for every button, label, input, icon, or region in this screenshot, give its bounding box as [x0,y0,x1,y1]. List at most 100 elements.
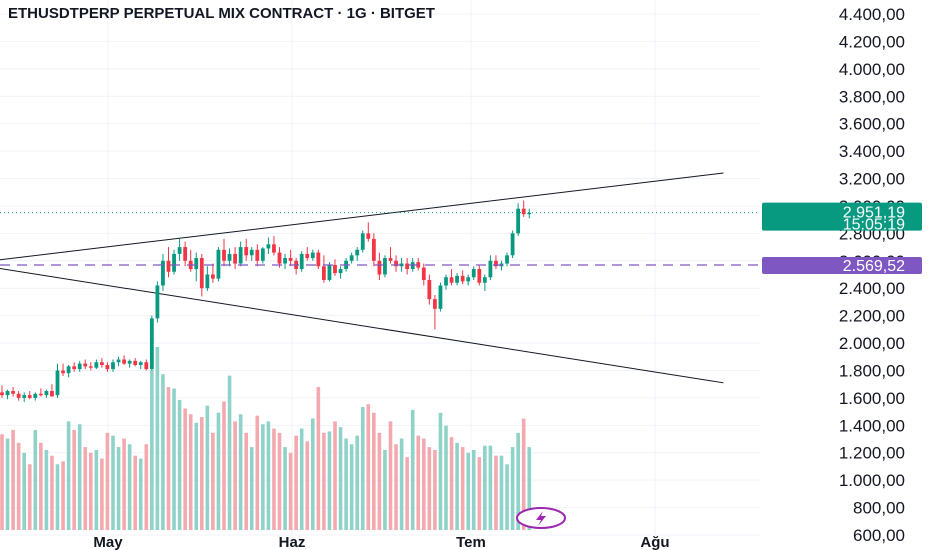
candle[interactable] [399,258,404,272]
candle[interactable] [366,222,371,242]
candle[interactable] [38,388,43,397]
candle[interactable] [66,364,71,378]
candle[interactable] [377,252,382,280]
candles[interactable] [0,200,532,403]
candle[interactable] [116,356,121,367]
candle[interactable] [521,200,526,217]
candle[interactable] [27,391,32,400]
candle[interactable] [16,391,21,401]
candle[interactable] [288,249,293,267]
candle[interactable] [421,263,426,286]
candle[interactable] [477,264,482,286]
candle[interactable] [310,249,315,261]
trendline[interactable] [0,264,724,384]
candle[interactable] [72,362,77,372]
trendlines[interactable] [0,172,724,384]
candle[interactable] [499,260,504,271]
candle[interactable] [405,258,410,275]
candle[interactable] [316,249,321,270]
candle[interactable] [233,247,237,270]
candle[interactable] [55,363,60,398]
candle[interactable] [249,247,254,261]
candle[interactable] [172,249,176,275]
candle[interactable] [238,241,243,267]
candle[interactable] [383,255,387,278]
candle[interactable] [127,359,132,368]
candle[interactable] [460,270,465,285]
time-axis[interactable]: May Haz Tem Ağu [93,534,669,550]
candle[interactable] [371,233,376,267]
candle[interactable] [50,384,54,397]
candle[interactable] [471,266,476,280]
candle[interactable] [138,360,143,370]
candle[interactable] [355,247,360,261]
candle[interactable] [338,266,343,279]
candle[interactable] [494,255,498,270]
candle[interactable] [177,238,182,261]
candle[interactable] [455,273,459,286]
candle[interactable] [161,253,165,291]
candle[interactable] [444,274,448,290]
candle[interactable] [227,248,232,267]
candle[interactable] [133,358,138,367]
candle[interactable] [100,358,104,368]
candle[interactable] [216,247,221,282]
candle[interactable] [438,282,443,312]
candle[interactable] [466,274,471,286]
candle[interactable] [122,355,126,365]
candle[interactable] [11,386,15,397]
candle[interactable] [482,274,487,291]
candle[interactable] [205,266,210,291]
candle[interactable] [94,359,99,370]
candle[interactable] [488,255,493,280]
candle[interactable] [22,392,27,403]
candle[interactable] [305,247,310,261]
candle[interactable] [194,252,199,282]
candle[interactable] [5,389,10,400]
candle[interactable] [44,389,49,398]
candle[interactable] [155,281,160,323]
candle[interactable] [260,247,265,264]
candle[interactable] [333,259,337,276]
candle[interactable] [61,363,65,376]
candle[interactable] [33,392,38,401]
candle[interactable] [516,203,521,237]
trendline[interactable] [0,172,724,263]
candle[interactable] [266,237,271,254]
candle[interactable] [222,238,226,267]
candle[interactable] [394,255,398,272]
candle[interactable] [77,360,82,372]
candle[interactable] [144,359,149,371]
candle[interactable] [433,295,437,330]
candle[interactable] [244,238,249,261]
candle[interactable] [111,359,115,372]
candle[interactable] [449,269,454,286]
candle[interactable] [299,251,304,272]
candle[interactable] [283,253,287,270]
candle[interactable] [149,315,154,371]
candle[interactable] [416,258,421,271]
lightning-icon[interactable] [516,507,566,529]
candle[interactable] [105,362,110,372]
candle[interactable] [388,247,393,264]
candle[interactable] [83,359,88,370]
candle[interactable] [0,385,4,398]
candle[interactable] [188,249,193,272]
candle[interactable] [88,362,93,371]
candle[interactable] [322,255,326,283]
candle[interactable] [427,274,432,305]
candle[interactable] [272,236,276,256]
candle[interactable] [360,230,365,253]
price-axis[interactable]: 600,00 800,00 1.000,00 1.200,00 1.400,00 1.60… [839,5,905,545]
candle[interactable] [199,253,204,297]
candle[interactable] [277,247,282,268]
candle[interactable] [166,247,171,278]
candle[interactable] [255,244,260,267]
candle[interactable] [505,252,509,267]
candle[interactable] [183,241,188,267]
candle[interactable] [211,263,215,283]
candle[interactable] [527,208,532,219]
candle[interactable] [349,252,354,264]
candle[interactable] [510,230,515,259]
